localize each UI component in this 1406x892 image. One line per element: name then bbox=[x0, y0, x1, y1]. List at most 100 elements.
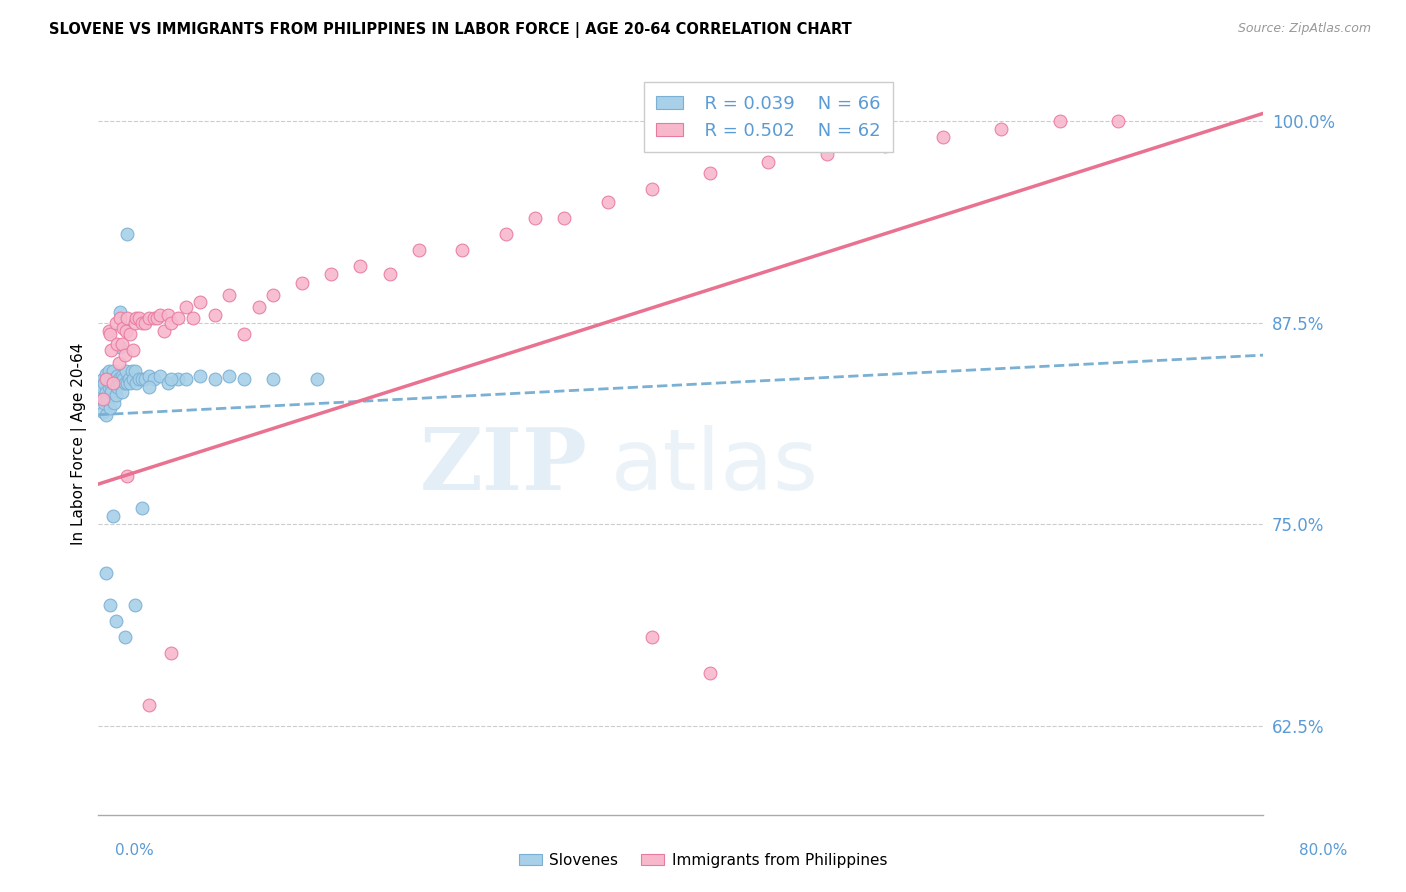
Point bbox=[408, 244, 430, 258]
Text: SLOVENE VS IMMIGRANTS FROM PHILIPPINES IN LABOR FORCE | AGE 20-64 CORRELATION CH: SLOVENE VS IMMIGRANTS FROM PHILIPPINES I… bbox=[49, 22, 852, 38]
Point bbox=[93, 396, 115, 410]
Point bbox=[96, 392, 118, 406]
Point bbox=[94, 368, 117, 382]
Point bbox=[121, 364, 143, 378]
Point bbox=[105, 369, 128, 384]
Point bbox=[160, 372, 183, 386]
Point bbox=[112, 372, 135, 386]
Point bbox=[117, 227, 139, 242]
Point bbox=[167, 311, 190, 326]
Point bbox=[93, 376, 115, 390]
Point bbox=[262, 372, 284, 386]
Point bbox=[105, 336, 128, 351]
Point bbox=[131, 372, 153, 386]
Point bbox=[157, 376, 180, 390]
Point bbox=[349, 260, 371, 274]
Point bbox=[218, 369, 240, 384]
Point bbox=[98, 401, 121, 416]
Point bbox=[181, 311, 204, 326]
Point bbox=[97, 364, 120, 378]
Point bbox=[122, 343, 145, 358]
Point bbox=[117, 376, 139, 390]
Point bbox=[873, 138, 896, 153]
Point bbox=[167, 372, 190, 386]
Point bbox=[128, 311, 150, 326]
Point bbox=[101, 376, 124, 390]
Point bbox=[124, 316, 146, 330]
Point bbox=[233, 372, 256, 386]
Point bbox=[115, 364, 138, 378]
Point bbox=[1049, 114, 1071, 128]
Point bbox=[142, 372, 165, 386]
Point bbox=[94, 385, 117, 400]
Point bbox=[305, 372, 328, 386]
Point bbox=[114, 630, 136, 644]
Point bbox=[1107, 114, 1129, 128]
Point bbox=[122, 372, 145, 386]
Point bbox=[100, 385, 122, 400]
Point bbox=[125, 311, 148, 326]
Point bbox=[138, 380, 160, 394]
Point bbox=[101, 376, 124, 390]
Point bbox=[104, 388, 127, 402]
Point bbox=[174, 372, 197, 386]
Point bbox=[138, 369, 160, 384]
Point bbox=[118, 372, 141, 386]
Text: 0.0%: 0.0% bbox=[115, 843, 155, 858]
Point bbox=[107, 372, 129, 386]
Point bbox=[204, 372, 226, 386]
Point bbox=[134, 372, 156, 386]
Point bbox=[90, 380, 112, 394]
Point bbox=[105, 380, 128, 394]
Point bbox=[104, 316, 127, 330]
Point bbox=[98, 376, 121, 390]
Point bbox=[153, 324, 176, 338]
Point bbox=[553, 211, 575, 225]
Point bbox=[321, 268, 343, 282]
Point bbox=[104, 614, 127, 628]
Point bbox=[262, 288, 284, 302]
Point bbox=[89, 388, 111, 402]
Point bbox=[148, 369, 170, 384]
Point bbox=[218, 288, 240, 302]
Point bbox=[596, 194, 619, 209]
Legend:   R = 0.039    N = 66,   R = 0.502    N = 62: R = 0.039 N = 66, R = 0.502 N = 62 bbox=[644, 82, 893, 153]
Point bbox=[115, 324, 138, 338]
Point bbox=[107, 356, 129, 370]
Point bbox=[204, 308, 226, 322]
Point bbox=[756, 154, 779, 169]
Point bbox=[108, 340, 131, 354]
Point bbox=[815, 146, 838, 161]
Point bbox=[124, 598, 146, 612]
Text: Source: ZipAtlas.com: Source: ZipAtlas.com bbox=[1237, 22, 1371, 36]
Point bbox=[104, 376, 127, 390]
Point bbox=[233, 327, 256, 342]
Point bbox=[103, 372, 125, 386]
Point bbox=[120, 376, 142, 390]
Point bbox=[990, 122, 1012, 136]
Point bbox=[98, 327, 121, 342]
Point bbox=[103, 396, 125, 410]
Point bbox=[91, 404, 114, 418]
Point bbox=[117, 469, 139, 483]
Text: ZIP: ZIP bbox=[420, 424, 588, 508]
Point bbox=[101, 509, 124, 524]
Point bbox=[108, 376, 131, 390]
Point bbox=[131, 501, 153, 516]
Point bbox=[97, 324, 120, 338]
Y-axis label: In Labor Force | Age 20-64: In Labor Force | Age 20-64 bbox=[72, 343, 87, 545]
Point bbox=[247, 300, 270, 314]
Point bbox=[91, 392, 114, 406]
Point bbox=[699, 665, 721, 680]
Point bbox=[91, 372, 114, 386]
Point bbox=[641, 182, 664, 196]
Point bbox=[112, 320, 135, 334]
Legend: Slovenes, Immigrants from Philippines: Slovenes, Immigrants from Philippines bbox=[513, 847, 893, 873]
Text: atlas: atlas bbox=[612, 425, 818, 508]
Point bbox=[131, 316, 153, 330]
Point bbox=[699, 166, 721, 180]
Point bbox=[94, 566, 117, 580]
Point bbox=[97, 380, 120, 394]
Point bbox=[138, 311, 160, 326]
Point bbox=[451, 244, 474, 258]
